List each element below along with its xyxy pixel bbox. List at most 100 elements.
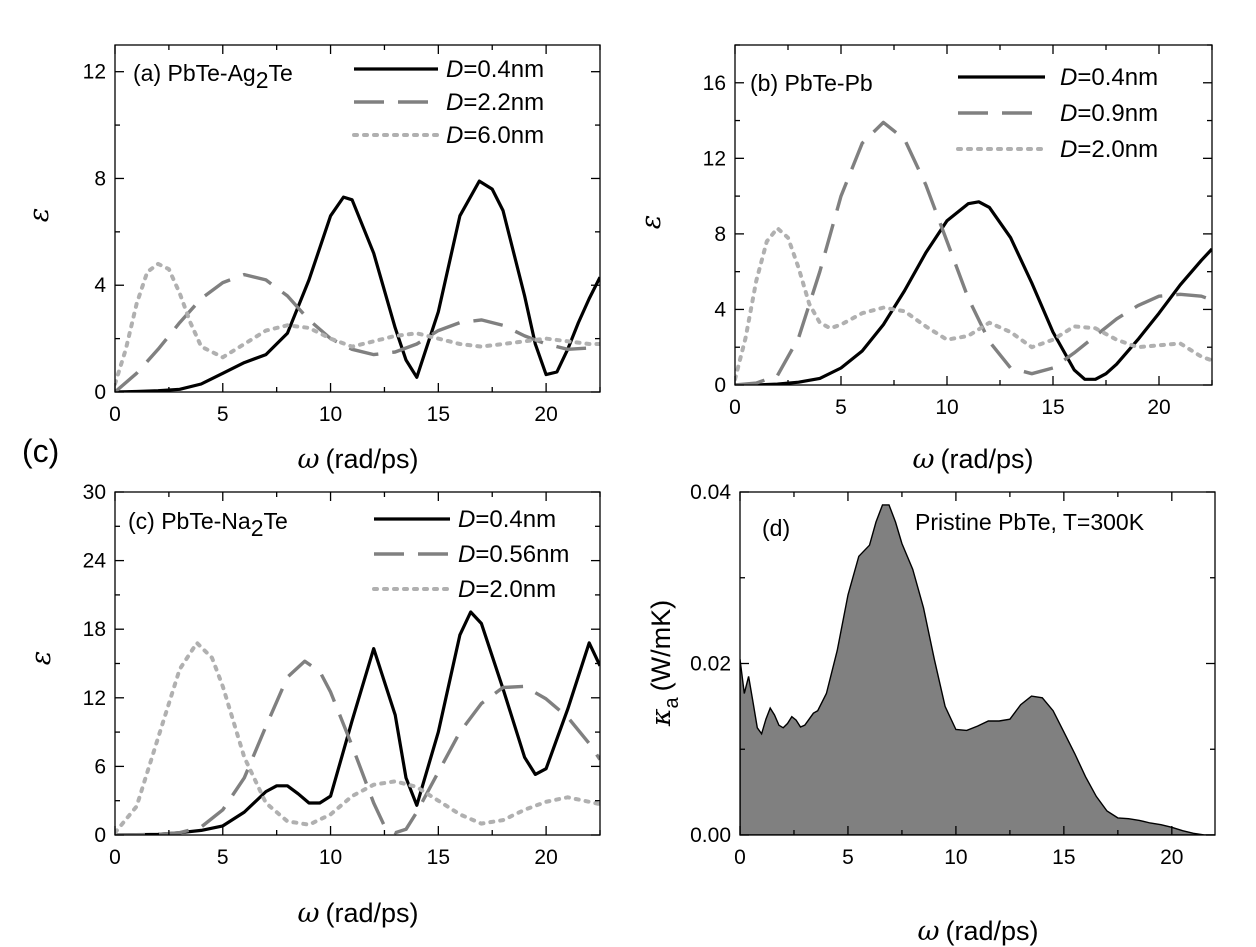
y-tick-label: 16 — [703, 72, 726, 95]
x-axis-label: ω (rad/ps) — [917, 916, 1038, 947]
legend-label-1: D=2.2nm — [446, 89, 544, 116]
legend-value: =2.0nm — [1077, 136, 1158, 163]
legend-variable: D — [458, 541, 475, 568]
panel-label-tail: Te — [264, 508, 288, 534]
panel-label-text: (d) — [762, 515, 790, 541]
y-tick-label: 0.04 — [690, 481, 731, 504]
y-tick-label: 0 — [94, 381, 106, 404]
x-tick-label: 15 — [1052, 846, 1075, 869]
series-line-2 — [115, 261, 600, 386]
y-tick-label: 12 — [83, 687, 106, 710]
y-axis-label: ε — [26, 651, 57, 666]
x-tick-label: 15 — [427, 403, 450, 426]
panel-c: 0 5 10 15 20 0 6 12 18 24 30 ω (rad/ps) ε (c) PbTe-Na2… — [26, 481, 601, 929]
x-axis-unit: (rad/ps) — [946, 916, 1039, 946]
series-line-0 — [115, 179, 600, 392]
y-axis-symbol: κ — [646, 708, 677, 727]
y-tick-label: 24 — [83, 550, 107, 573]
x-tick-label: 20 — [1160, 846, 1183, 869]
y-tick-label: 0 — [714, 374, 726, 397]
x-axis-label: ω (rad/ps) — [912, 444, 1033, 475]
panel-label: (d) — [762, 515, 790, 541]
y-axis-subscript: a — [661, 696, 683, 708]
legend-variable: D — [446, 122, 463, 149]
legend-variable: D — [446, 56, 463, 83]
x-tick-label: 5 — [835, 396, 847, 419]
series-line-0 — [735, 200, 1212, 385]
legend-variable: D — [458, 576, 475, 603]
x-axis-symbol: ω — [297, 444, 319, 475]
y-tick-label: 8 — [714, 223, 726, 246]
series-line-1 — [115, 659, 600, 835]
x-tick-label: 20 — [534, 403, 557, 426]
panel-label: (a) PbTe-Ag2Te — [133, 60, 293, 93]
x-axis-label: ω (rad/ps) — [297, 444, 418, 475]
series-line-1 — [735, 120, 1212, 385]
x-axis-symbol: ω — [297, 898, 319, 929]
series-line-2 — [115, 640, 600, 835]
legend-label-2: D=6.0nm — [446, 122, 544, 149]
x-tick-label: 5 — [217, 846, 229, 869]
y-axis-unit: (W/mK) — [646, 600, 676, 691]
legend-variable: D — [458, 506, 475, 533]
x-axis-label: ω (rad/ps) — [297, 898, 418, 929]
panel-label: (c) PbTe-Na2Te — [128, 508, 288, 541]
x-tick-label: 10 — [319, 403, 342, 426]
y-tick-label: 0.00 — [690, 824, 731, 847]
legend-label-2: D=2.0nm — [458, 576, 556, 603]
y-axis-label: ε — [24, 208, 55, 223]
legend-label-0: D=0.4nm — [446, 56, 544, 83]
x-tick-label: 0 — [109, 846, 121, 869]
axes-frame — [114, 44, 601, 393]
y-tick-label: 18 — [83, 618, 106, 641]
x-tick-label: 5 — [842, 846, 854, 869]
y-tick-label: 6 — [94, 755, 106, 778]
legend-value: =0.4nm — [475, 506, 556, 533]
y-tick-label: 4 — [714, 298, 726, 321]
legend-value: =0.4nm — [1077, 64, 1158, 91]
y-tick-label: 0 — [94, 824, 106, 847]
legend-label-1: D=0.56nm — [458, 541, 569, 568]
x-tick-label: 20 — [534, 846, 557, 869]
panel-label: (b) PbTe-Pb — [750, 70, 873, 96]
series-line-2 — [735, 226, 1212, 382]
figure-label: (c) — [22, 433, 59, 469]
panel-label-text: (b) PbTe-Pb — [750, 70, 873, 96]
plot-area — [115, 179, 600, 392]
legend-label-0: D=0.4nm — [1060, 64, 1158, 91]
legend-value: =0.9nm — [1077, 100, 1158, 127]
x-tick-label: 20 — [1147, 396, 1170, 419]
plot-area — [115, 610, 600, 835]
panel-label-text: (c) PbTe-Na — [128, 508, 251, 534]
x-tick-label: 15 — [1041, 396, 1064, 419]
y-tick-label: 12 — [83, 61, 106, 84]
y-tick-label: 4 — [94, 274, 106, 297]
legend-value: =0.56nm — [475, 541, 569, 568]
legend-value: =2.0nm — [475, 576, 556, 603]
plot-area — [735, 120, 1212, 385]
x-tick-label: 10 — [319, 846, 342, 869]
legend-variable: D — [1060, 100, 1077, 127]
legend-label-0: D=0.4nm — [458, 506, 556, 533]
x-axis-symbol: ω — [912, 444, 934, 475]
x-tick-label: 15 — [427, 846, 450, 869]
legend-variable: D — [1060, 136, 1077, 163]
panel-d: 0 5 10 15 20 0.00 0.02 0.04 ω (rad/ps) κa (W/mK) (d)… — [646, 481, 1216, 947]
legend-value: =2.2nm — [463, 89, 544, 116]
x-axis-symbol: ω — [917, 916, 939, 947]
panel-label-subscript: 2 — [256, 67, 269, 93]
legend-label-1: D=0.9nm — [1060, 100, 1158, 127]
legend-value: =6.0nm — [463, 122, 544, 149]
panel-label-text: (a) PbTe-Ag — [133, 60, 256, 86]
plot-area — [740, 504, 1215, 835]
panel-label-tail: Te — [269, 60, 293, 86]
x-axis-unit: (rad/ps) — [326, 444, 419, 474]
x-tick-label: 0 — [109, 403, 121, 426]
x-axis-unit: (rad/ps) — [326, 898, 419, 928]
chart-annotation: Pristine PbTe, T=300K — [915, 509, 1145, 535]
x-tick-label: 5 — [217, 403, 229, 426]
legend-variable: D — [446, 89, 463, 116]
